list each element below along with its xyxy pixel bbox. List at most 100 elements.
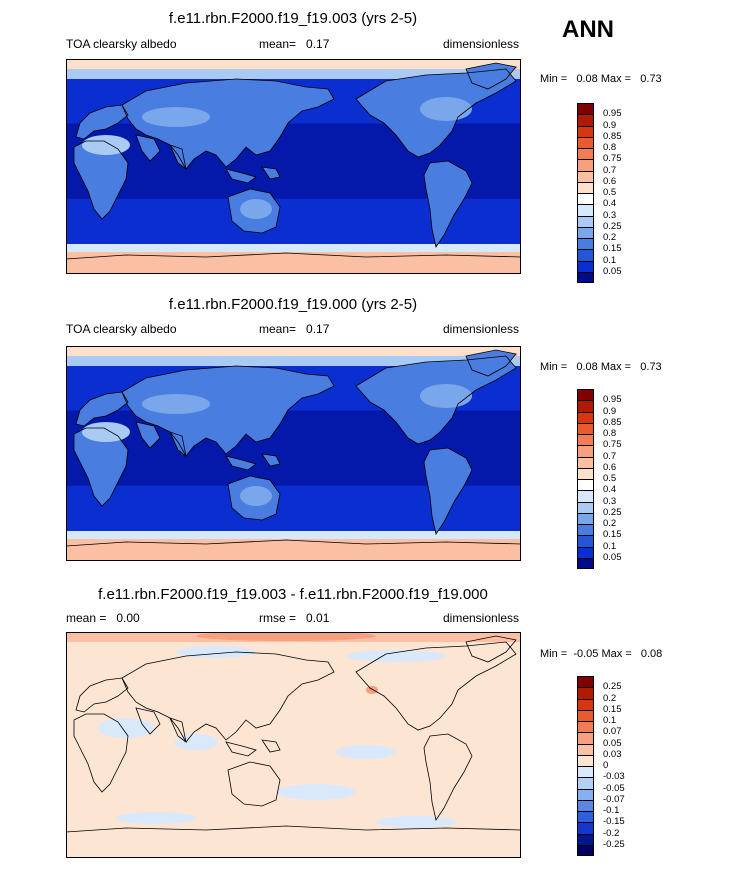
colorbar-swatch xyxy=(577,226,594,238)
panel-1-units: dimensionless xyxy=(443,37,520,51)
colorbar-level-label: 0.95 xyxy=(603,108,622,120)
panel-1-mean: mean= 0.17 xyxy=(259,37,330,51)
colorbar-level-label: 0.4 xyxy=(603,484,617,496)
colorbar-swatch xyxy=(577,204,594,216)
panel-3-mean: mean = 0.00 xyxy=(66,611,140,625)
colorbar-level-label: -0.2 xyxy=(603,827,620,839)
colorbar-swatch xyxy=(577,535,594,547)
colorbar-level-label: 0.15 xyxy=(603,703,622,715)
colorbar-level-label: -0.1 xyxy=(603,805,620,816)
colorbar-swatch xyxy=(577,422,594,434)
colorbar-level-label: 0 xyxy=(603,760,609,771)
colorbar-swatch xyxy=(577,501,594,513)
colorbar-swatch xyxy=(577,676,594,688)
colorbar-level-label: 0.9 xyxy=(603,405,617,417)
panel-2-colorbar: 0.95 0.9 0.85 0.8 0.75 0.7 0.6 0.5 0.4 0.3 0.25 0.2… xyxy=(577,389,622,569)
colorbar-swatch xyxy=(577,193,594,205)
panel-1-map xyxy=(66,59,521,274)
colorbar-swatch xyxy=(577,445,594,457)
colorbar-level-label: 0.95 xyxy=(603,394,622,406)
colorbar-swatch xyxy=(577,490,594,502)
colorbar-level-label: 0.1 xyxy=(603,254,617,266)
panel-3-map xyxy=(66,632,521,858)
panel-3-title: f.e11.rbn.F2000.f19_f19.003 - f.e11.rbn.… xyxy=(98,586,488,603)
colorbar-swatch xyxy=(577,411,594,423)
panel-3-colorbar: 0.25 0.2 0.15 0.1 0.07 0.05 0.03 0 -0.03 -0.05 -0.… xyxy=(577,676,625,856)
colorbar-level-label: 0.05 xyxy=(603,737,622,749)
colorbar-swatch xyxy=(577,732,594,744)
colorbar-level-label: 0.75 xyxy=(603,153,622,165)
colorbar-level-label: 0.5 xyxy=(603,473,617,484)
colorbar-swatch xyxy=(577,524,594,536)
colorbar-level-label: 0.1 xyxy=(603,715,617,726)
colorbar-level-label: 0.8 xyxy=(603,428,617,439)
panel-3-rmse: rmse = 0.01 xyxy=(259,611,330,625)
colorbar-level-label: 0.05 xyxy=(603,265,622,277)
colorbar-level-label: 0.6 xyxy=(603,175,617,187)
panel-2-units: dimensionless xyxy=(443,322,520,336)
colorbar-swatch xyxy=(577,389,594,401)
colorbar-level-label: 0.15 xyxy=(603,243,622,255)
colorbar-swatch xyxy=(577,125,594,137)
colorbar-level-label: -0.05 xyxy=(603,782,625,794)
colorbar-level-label: 0.85 xyxy=(603,130,622,142)
colorbar-level-label: 0.7 xyxy=(603,450,617,462)
colorbar-level-label: 0.9 xyxy=(603,119,617,131)
colorbar-swatch xyxy=(577,833,594,845)
colorbar-level-label: 0.5 xyxy=(603,187,617,198)
colorbar-swatch xyxy=(577,557,594,569)
colorbar-swatch xyxy=(577,136,594,148)
colorbar-level-label: -0.07 xyxy=(603,793,625,805)
colorbar-swatch xyxy=(577,260,594,272)
colorbar-swatch xyxy=(577,777,594,789)
colorbar-level-label: 0.85 xyxy=(603,416,622,428)
colorbar-level-label: 0.2 xyxy=(603,232,617,243)
colorbar-level-label: -0.15 xyxy=(603,816,625,828)
colorbar-level-label: 0.05 xyxy=(603,551,622,563)
colorbar-swatch xyxy=(577,512,594,524)
panel-1-variable: TOA clearsky albedo xyxy=(66,37,177,51)
colorbar-swatch xyxy=(577,148,594,160)
colorbar-swatch xyxy=(577,170,594,182)
colorbar-swatch xyxy=(577,754,594,766)
colorbar-level-label: 0.07 xyxy=(603,726,622,738)
colorbar-swatch xyxy=(577,467,594,479)
colorbar-level-label: 0.6 xyxy=(603,461,617,473)
colorbar-swatch xyxy=(577,159,594,171)
colorbar-swatch xyxy=(577,766,594,778)
colorbar-level-label: -0.03 xyxy=(603,771,625,783)
colorbar-swatch xyxy=(577,698,594,710)
panel-1-colorbar: 0.95 0.9 0.85 0.8 0.75 0.7 0.6 0.5 0.4 0.3 0.25 0.2… xyxy=(577,103,622,283)
colorbar-swatch xyxy=(577,103,594,115)
colorbar-swatch xyxy=(577,215,594,227)
colorbar-swatch xyxy=(577,709,594,721)
colorbar-level-label: 0.3 xyxy=(603,209,617,221)
colorbar-swatch xyxy=(577,687,594,699)
colorbar-level-label: 0.25 xyxy=(603,220,622,232)
colorbar-swatch xyxy=(577,271,594,283)
colorbar-swatch xyxy=(577,479,594,491)
colorbar-level-label: -0.25 xyxy=(603,838,625,850)
colorbar-swatch xyxy=(577,822,594,834)
colorbar-swatch xyxy=(577,546,594,558)
colorbar-swatch xyxy=(577,249,594,261)
colorbar-level-label: 0.8 xyxy=(603,142,617,153)
panel-2-variable: TOA clearsky albedo xyxy=(66,322,177,336)
colorbar-level-label: 0.2 xyxy=(603,692,617,704)
season-label: ANN xyxy=(562,16,614,43)
panel-2-mean: mean= 0.17 xyxy=(259,322,330,336)
colorbar-level-label: 0.15 xyxy=(603,529,622,541)
panel-2-title: f.e11.rbn.F2000.f19_f19.000 (yrs 2-5) xyxy=(168,296,418,313)
colorbar-swatch xyxy=(577,743,594,755)
colorbar-level-label: 0.2 xyxy=(603,518,617,529)
colorbar-swatch xyxy=(577,721,594,733)
colorbar-level-label: 0.25 xyxy=(603,681,622,693)
colorbar-level-label: 0.1 xyxy=(603,540,617,552)
colorbar-swatch xyxy=(577,799,594,811)
panel-3-units: dimensionless xyxy=(443,611,520,625)
colorbar-swatch xyxy=(577,434,594,446)
colorbar-swatch xyxy=(577,114,594,126)
panel-1-title: f.e11.rbn.F2000.f19_f19.003 (yrs 2-5) xyxy=(168,10,418,27)
panel-1-minmax: Min = 0.08 Max = 0.73 xyxy=(540,73,662,85)
colorbar-swatch xyxy=(577,238,594,250)
